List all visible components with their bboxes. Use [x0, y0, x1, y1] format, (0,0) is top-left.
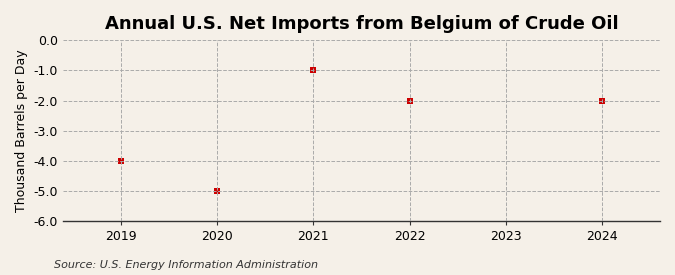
Title: Annual U.S. Net Imports from Belgium of Crude Oil: Annual U.S. Net Imports from Belgium of …: [105, 15, 618, 33]
Y-axis label: Thousand Barrels per Day: Thousand Barrels per Day: [15, 50, 28, 212]
Text: Source: U.S. Energy Information Administration: Source: U.S. Energy Information Administ…: [54, 260, 318, 270]
